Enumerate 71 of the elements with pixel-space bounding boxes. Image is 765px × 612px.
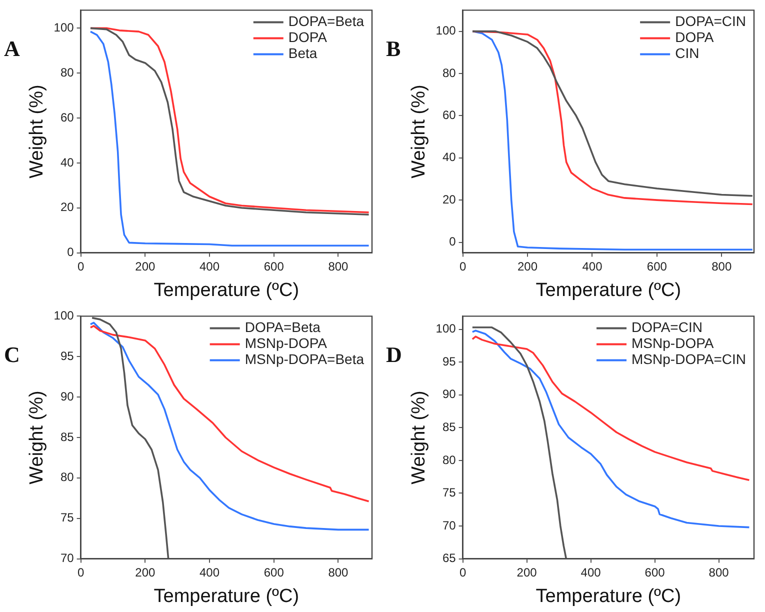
x-tick-label: 800: [328, 259, 349, 274]
y-tick-label: 80: [442, 452, 456, 467]
x-tick-label: 600: [264, 259, 284, 274]
y-tick-label: 95: [60, 348, 74, 363]
legend-label: Beta: [288, 45, 318, 62]
x-tick-label: 600: [644, 565, 666, 580]
y-tick-label: 60: [442, 108, 456, 122]
y-tick-label: 40: [60, 155, 74, 170]
text: B: [386, 36, 401, 61]
y-tick-label: 85: [442, 420, 456, 434]
y-axis-title: Weight (%): [408, 390, 430, 484]
x-tick-label: 800: [708, 565, 730, 580]
y-tick-label: 75: [442, 486, 456, 500]
x-tick-label: 200: [518, 259, 538, 274]
x-tick-label: 600: [264, 565, 284, 580]
y-tick-label: 20: [60, 200, 74, 214]
x-tick-label: 400: [200, 565, 220, 580]
x-tick-label: 0: [77, 259, 84, 274]
x-tick-label: 600: [646, 259, 668, 274]
y-tick-label: 100: [436, 24, 456, 38]
y-axis-title: Weight (%): [26, 390, 48, 484]
y-tick-label: 70: [442, 518, 456, 532]
y-tick-label: 65: [442, 551, 456, 566]
x-tick-label: 800: [712, 259, 732, 274]
y-axis-title: Weight (%): [26, 84, 48, 178]
x-tick-label: 0: [459, 259, 466, 274]
x-tick-label: 0: [77, 565, 84, 580]
x-axis-title: Temperature (ºC): [154, 586, 300, 607]
legend-label: DOPA=Beta: [288, 13, 364, 30]
y-tick-label: 85: [60, 430, 74, 444]
y-tick-label: 80: [60, 470, 74, 484]
legend-label: DOPA: [675, 29, 714, 46]
x-tick-label: 800: [328, 565, 349, 580]
y-tick-label: 80: [442, 66, 456, 80]
y-tick-label: 90: [60, 389, 74, 404]
text: D: [386, 342, 402, 367]
y-tick-label: 80: [60, 65, 74, 80]
y-tick-label: 100: [54, 20, 74, 34]
y-tick-label: 0: [67, 245, 74, 260]
y-tick-label: 95: [442, 354, 456, 368]
y-tick-label: 60: [60, 110, 74, 124]
x-axis-title: Temperature (ºC): [536, 280, 682, 301]
legend-label: DOPA=Beta: [244, 319, 321, 336]
y-tick-label: 0: [449, 234, 456, 249]
legend-label: CIN: [675, 45, 700, 62]
x-axis-title: Temperature (ºC): [154, 280, 300, 301]
y-tick-label: 40: [442, 150, 456, 164]
y-tick-label: 20: [442, 192, 456, 206]
legend-label: DOPA=CIN: [675, 13, 746, 30]
x-axis-title: Temperature (ºC): [536, 586, 682, 607]
x-tick-label: 400: [580, 565, 602, 580]
legend-label: DOPA: [288, 29, 328, 46]
x-tick-label: 400: [582, 259, 603, 274]
legend-label: MSNp-DOPA: [632, 335, 714, 352]
x-tick-label: 200: [516, 565, 538, 580]
legend-label: MSNp-DOPA=Beta: [244, 351, 364, 368]
legend-label: MSNp-DOPA: [244, 335, 328, 352]
legend-label: MSNp-DOPA=CIN: [632, 351, 746, 368]
y-tick-label: 75: [60, 510, 74, 525]
legend-label: DOPA=CIN: [632, 319, 702, 336]
x-tick-label: 0: [459, 565, 466, 580]
x-tick-label: 200: [135, 259, 156, 274]
y-tick-label: 70: [60, 551, 74, 566]
y-tick-label: 100: [436, 322, 456, 336]
x-tick-label: 200: [135, 565, 156, 580]
x-tick-label: 400: [200, 259, 220, 274]
y-tick-label: 90: [442, 387, 456, 402]
text: C: [4, 342, 20, 367]
y-axis-title: Weight (%): [408, 84, 430, 178]
text: A: [4, 36, 20, 61]
y-tick-label: 100: [54, 308, 74, 323]
